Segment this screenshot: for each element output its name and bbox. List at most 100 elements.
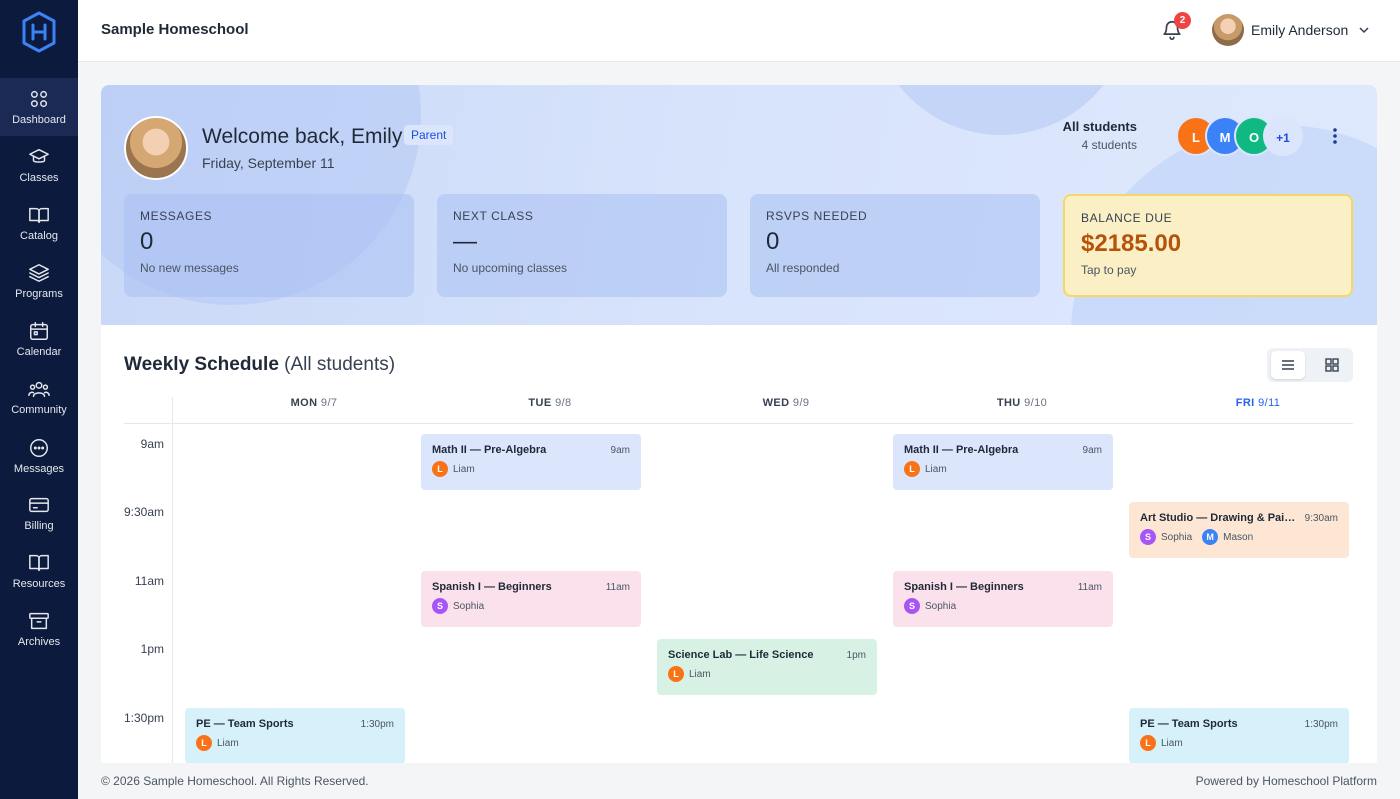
sidebar-item-label: Calendar <box>16 346 62 358</box>
stat-card-next-class[interactable]: NEXT CLASS — No upcoming classes <box>437 194 727 297</box>
day-header-fri: FRI 9/11 <box>1178 397 1338 409</box>
day-name: THU <box>996 397 1021 409</box>
student-name: Liam <box>1161 737 1183 749</box>
event-attendees: S Sophia M Mason <box>1140 529 1338 545</box>
event-title: Science Lab — Life Science <box>668 649 814 661</box>
stat-subtext: All responded <box>766 261 840 275</box>
sidebar-item-billing[interactable]: Billing <box>0 484 78 542</box>
event-time: 1pm <box>846 650 866 661</box>
event-title: PE — Team Sports <box>1140 718 1238 730</box>
schedule-header: MON 9/7 TUE 9/8 WED 9/9 THU 9/10 FRI 9/11 <box>124 397 1353 424</box>
event-card[interactable]: PE — Team Sports 1:30pm L Liam <box>185 708 405 764</box>
event-card[interactable]: Math II — Pre-Algebra 9am L Liam <box>893 434 1113 490</box>
stat-card-balance-due[interactable]: BALANCE DUE $2185.00 Tap to pay <box>1063 194 1353 297</box>
layers-icon <box>29 264 49 282</box>
event-title: Spanish I — Beginners <box>904 581 1024 593</box>
student-name: Sophia <box>1161 531 1193 543</box>
stat-card-rsvps-needed[interactable]: RSVPS NEEDED 0 All responded <box>750 194 1040 297</box>
day-header-thu: THU 9/10 <box>942 397 1102 409</box>
time-label: 9:30am <box>124 505 165 519</box>
book-open-icon <box>29 207 49 224</box>
student-chip: L <box>432 461 448 477</box>
event-card[interactable]: Science Lab — Life Science 1pm L Liam <box>657 639 877 695</box>
bell-icon[interactable] <box>1161 19 1183 41</box>
sidebar-item-resources[interactable]: Resources <box>0 542 78 600</box>
sidebar-item-calendar[interactable]: Calendar <box>0 310 78 368</box>
student-name: Sophia <box>453 600 485 612</box>
school-name: Sample Homeschool <box>101 21 249 38</box>
sidebar-item-messages[interactable]: Messages <box>0 427 78 485</box>
stat-label: NEXT CLASS <box>453 209 534 223</box>
student-chip: L <box>668 666 684 682</box>
role-badge: Parent <box>404 125 454 145</box>
event-attendees: S Sophia <box>432 598 630 614</box>
sidebar-item-community[interactable]: Community <box>0 368 78 426</box>
event-attendees: L Liam <box>1140 735 1338 751</box>
dashboard-card: Welcome back, Emily Parent Friday, Septe… <box>101 85 1377 775</box>
event-card[interactable]: Art Studio — Drawing & Painting 9:30am S So… <box>1129 502 1349 558</box>
sidebar-item-classes[interactable]: Classes <box>0 136 78 194</box>
sidebar-item-label: Dashboard <box>12 114 66 126</box>
footer: © 2026 Sample Homeschool. All Rights Res… <box>78 763 1400 799</box>
calendar-icon <box>30 322 48 340</box>
event-time: 1:30pm <box>1304 719 1338 730</box>
grid-view-button[interactable] <box>1315 351 1349 379</box>
event-title: Art Studio — Drawing & Painting <box>1140 512 1300 524</box>
sidebar-item-catalog[interactable]: Catalog <box>0 194 78 252</box>
event-time: 9am <box>1082 445 1102 456</box>
sidebar-item-dashboard[interactable]: Dashboard <box>0 78 78 136</box>
welcome-hero: Welcome back, Emily Parent Friday, Septe… <box>101 85 1377 325</box>
students-summary[interactable]: All students 4 students <box>1041 119 1137 152</box>
student-name: Liam <box>217 737 239 749</box>
student-chip: L <box>1140 735 1156 751</box>
day-header-tue: TUE 9/8 <box>470 397 630 409</box>
event-time: 11am <box>1077 582 1102 593</box>
day-date: 9/7 <box>320 397 338 409</box>
event-time: 9:30am <box>1304 513 1338 524</box>
event-card[interactable]: PE — Team Sports 1:30pm L Liam <box>1129 708 1349 764</box>
stat-subtext: Tap to pay <box>1081 263 1137 277</box>
notification-badge: 2 <box>1174 12 1191 29</box>
stat-value: — <box>453 228 477 255</box>
h-logo-icon[interactable] <box>21 11 57 53</box>
day-date: 9/10 <box>1024 397 1048 409</box>
day-header-mon: MON 9/7 <box>234 397 394 409</box>
event-card[interactable]: Spanish I — Beginners 11am S Sophia <box>893 571 1113 627</box>
stat-subtext: No new messages <box>140 261 239 275</box>
book-icon <box>29 554 49 572</box>
student-chip: M <box>1202 529 1219 545</box>
students-title: All students <box>1062 119 1137 134</box>
avatar <box>1212 14 1244 46</box>
event-card[interactable]: Spanish I — Beginners 11am S Sophia <box>421 571 641 627</box>
sidebar-item-label: Resources <box>12 578 66 590</box>
event-title: Math II — Pre-Algebra <box>904 444 1019 456</box>
time-label: 11am <box>134 574 164 588</box>
stat-subtext: No upcoming classes <box>453 261 568 275</box>
grid-icon <box>30 90 48 108</box>
event-attendees: L Liam <box>432 461 630 477</box>
stat-card-messages[interactable]: MESSAGES 0 No new messages <box>124 194 414 297</box>
event-card[interactable]: Math II — Pre-Algebra 9am L Liam <box>421 434 641 490</box>
student-name: Mason <box>1223 531 1254 543</box>
sidebar-item-archives[interactable]: Archives <box>0 600 78 658</box>
day-date: 9/9 <box>792 397 810 409</box>
more-students-badge[interactable]: +1 <box>1263 116 1303 156</box>
time-label: 9am <box>140 437 164 451</box>
stat-value: 0 <box>140 228 154 255</box>
student-chip: L <box>196 735 212 751</box>
list-view-button[interactable] <box>1271 351 1305 379</box>
user-menu[interactable]: Emily Anderson <box>1212 14 1370 46</box>
event-time: 1:30pm <box>360 719 394 730</box>
sidebar: Dashboard Classes Catalog Programs Calendar C… <box>0 0 78 799</box>
more-vertical-icon[interactable] <box>1325 125 1345 147</box>
day-name: TUE <box>528 397 552 409</box>
event-time: 9am <box>610 445 630 456</box>
student-name: Liam <box>689 668 711 680</box>
sidebar-item-programs[interactable]: Programs <box>0 252 78 310</box>
sidebar-item-label: Archives <box>17 636 61 648</box>
day-name: WED <box>762 397 790 409</box>
event-attendees: L Liam <box>196 735 394 751</box>
stat-label: RSVPS NEEDED <box>766 209 868 223</box>
student-chip: L <box>904 461 920 477</box>
day-date: 9/8 <box>555 397 572 409</box>
